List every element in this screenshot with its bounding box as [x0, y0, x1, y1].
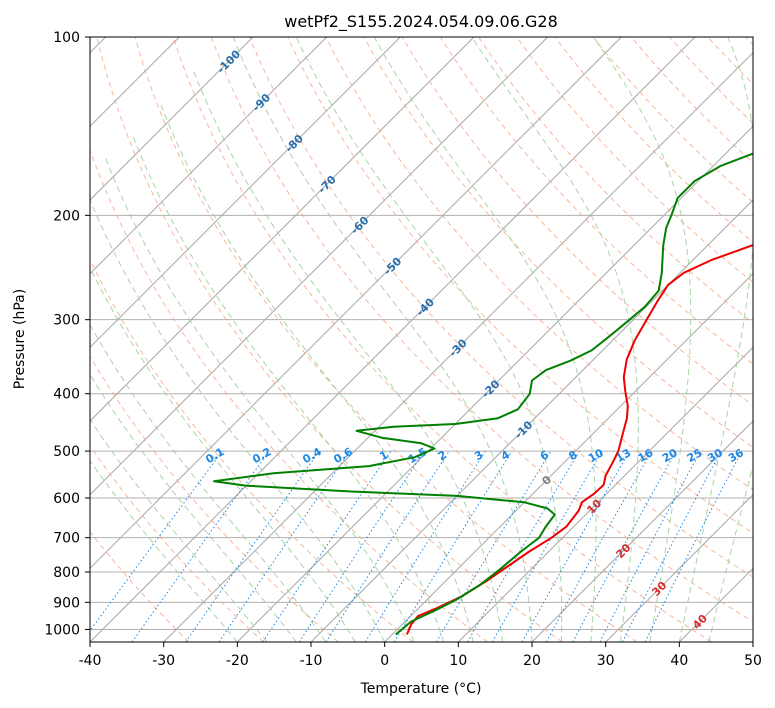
moist-adiabat [131, 133, 445, 642]
y-tick-label: 400 [53, 387, 80, 403]
isotherm-line [605, 493, 753, 642]
moist-adiabat [90, 373, 297, 642]
isotherm-line [90, 37, 549, 496]
x-axis-label: Temperature (°C) [360, 681, 482, 697]
moist-adiabat [160, 103, 474, 642]
mixing-ratio-line [262, 450, 392, 642]
moist-adiabat [232, 37, 533, 642]
dry-adiabat [90, 530, 190, 642]
chart-title: wetPf2_S155.2024.054.09.06.G28 [284, 12, 558, 32]
y-axis-label: Pressure (hPa) [12, 289, 28, 389]
x-tick-label: 0 [380, 653, 389, 669]
mixing-ratio-line [325, 450, 450, 642]
isotherm-line [236, 125, 753, 642]
mixing-ratio-line [90, 450, 223, 632]
isotherm-line [90, 37, 696, 642]
y-tick-label: 500 [53, 444, 80, 460]
y-tick-label: 300 [53, 313, 80, 329]
moist-adiabat [105, 157, 415, 642]
x-tick-label: 20 [523, 653, 541, 669]
isotherm-line [384, 272, 753, 642]
dry-adiabat [439, 37, 753, 365]
moist-adiabat [471, 37, 639, 642]
x-tick-label: 10 [449, 653, 467, 669]
dry-adiabat [554, 37, 753, 243]
background-lines [90, 37, 753, 642]
x-tick-label: -10 [300, 653, 323, 669]
dry-adiabat [249, 37, 753, 578]
isotherm-line [90, 37, 401, 349]
dry-adiabat [630, 37, 753, 164]
dewpoint-line [213, 152, 753, 636]
isotherm-line [90, 37, 475, 422]
dry-adiabat [325, 37, 753, 491]
mixing-ratio-line [131, 450, 270, 642]
x-tick-label: 50 [744, 653, 762, 669]
temperature-line [405, 244, 753, 635]
x-axis-ticks: -40 -30 -20 -10 0 10 20 30 40 50 [79, 642, 762, 669]
y-tick-label: 600 [53, 491, 80, 507]
y-tick-label: 700 [53, 531, 80, 547]
plot-frame [89, 36, 754, 643]
y-tick-label: 900 [53, 595, 80, 611]
mixing-ratio-line [218, 450, 351, 642]
mixing-ratio-line [185, 450, 320, 642]
dry-adiabat [134, 37, 638, 642]
dry-adiabat [90, 355, 339, 642]
x-tick-label: 30 [597, 653, 615, 669]
isotherm-line [163, 51, 753, 642]
isotherm-line [90, 37, 254, 201]
y-tick-label: 800 [53, 565, 80, 581]
dry-adiabat [516, 37, 753, 284]
moist-adiabat [678, 37, 753, 642]
isotherm-line [531, 420, 753, 642]
moist-adiabat [592, 37, 692, 642]
dry-adiabat [592, 37, 753, 204]
y-tick-label: 100 [53, 30, 80, 46]
x-tick-label: 40 [670, 653, 688, 669]
y-tick-label: 200 [53, 208, 80, 224]
x-tick-label: -40 [79, 653, 102, 669]
dry-adiabat [401, 37, 753, 407]
mixing-ratio-line [572, 450, 677, 642]
dry-adiabat [287, 37, 753, 534]
mixing-ratio-line [545, 450, 653, 642]
mixing-ratio-line [644, 450, 743, 642]
y-axis-ticks: 100 200 300 400 500 600 700 800 900 1000 [44, 30, 90, 638]
moist-adiabat [708, 464, 753, 642]
isotherm-line [90, 37, 328, 275]
moist-adiabat [90, 460, 238, 642]
x-tick-label: -30 [152, 653, 175, 669]
dry-adiabat [96, 37, 563, 642]
mixing-ratio-line [521, 450, 630, 642]
dry-adiabat [363, 37, 753, 448]
moist-adiabat [90, 198, 386, 642]
moist-adiabat [373, 37, 597, 642]
mixing-ratio-line [393, 450, 513, 642]
y-tick-label: 1000 [44, 622, 80, 638]
isotherm-line [457, 346, 753, 642]
mixing-ratio-line [298, 450, 425, 642]
moist-adiabat [90, 418, 268, 642]
x-tick-label: -20 [226, 653, 249, 669]
profile-series [213, 152, 753, 636]
moist-adiabat [295, 37, 563, 642]
moist-adiabat [192, 70, 503, 642]
isotherm-line [310, 199, 753, 642]
dry-adiabat [90, 258, 414, 642]
isotherm-line [90, 37, 622, 570]
